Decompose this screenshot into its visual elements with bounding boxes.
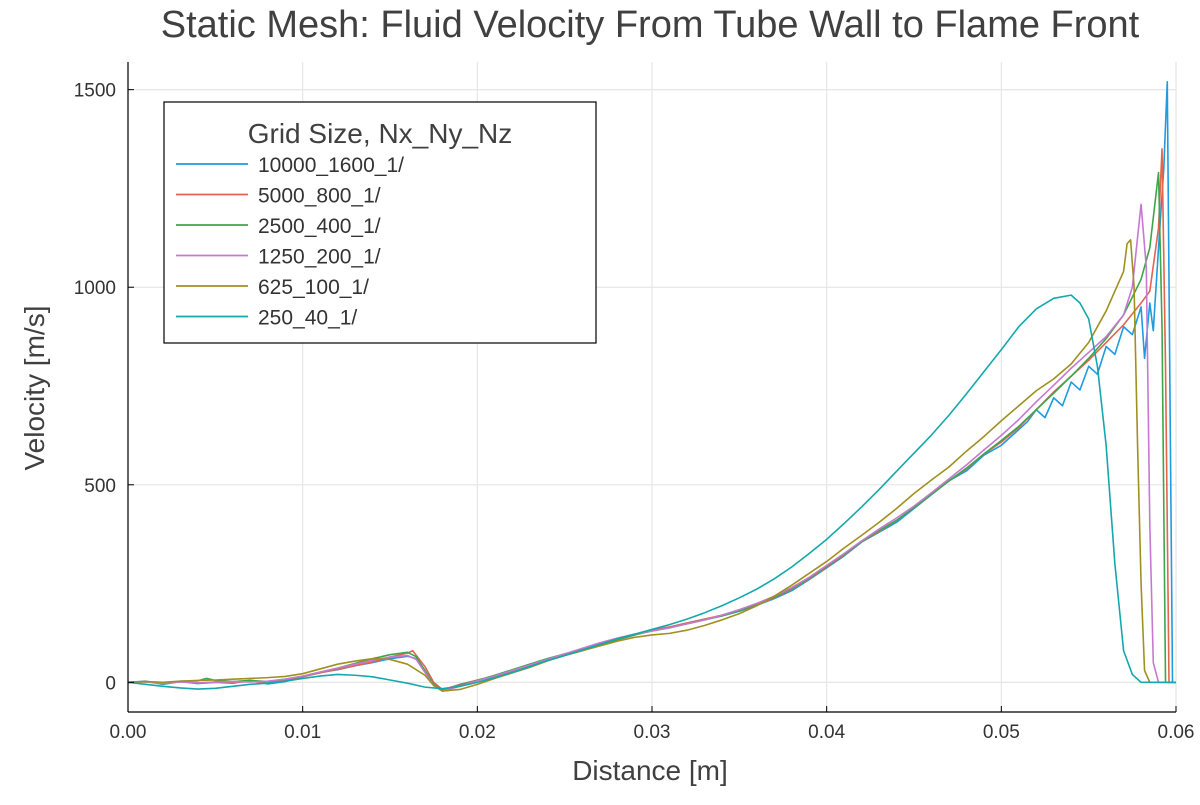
x-tick-label: 0.00 xyxy=(110,722,147,743)
legend-title: Grid Size, Nx_Ny_Nz xyxy=(248,118,513,149)
legend-label: 10000_1600_1/ xyxy=(258,154,404,177)
x-tick-label: 0.04 xyxy=(808,722,845,743)
x-tick-label: 0.03 xyxy=(634,722,671,743)
legend-label: 1250_200_1/ xyxy=(258,246,381,269)
y-tick-label: 1500 xyxy=(74,81,116,102)
x-axis-label: Distance [m] xyxy=(572,755,728,786)
series-lines xyxy=(128,80,1176,692)
legend-label: 2500_400_1/ xyxy=(258,215,381,238)
y-axis-label: Velocity [m/s] xyxy=(19,306,50,471)
y-tick-label: 0 xyxy=(105,673,116,694)
series-line-6 xyxy=(128,294,1176,690)
y-tick-label: 500 xyxy=(84,476,116,497)
x-tick-label: 0.06 xyxy=(1158,722,1195,743)
y-ticks: 0 500 1000 1500 xyxy=(74,81,134,694)
x-tick-label: 0.01 xyxy=(284,722,321,743)
legend-box xyxy=(163,101,597,344)
x-ticks: 0.00 0.01 0.02 0.03 0.04 0.05 0.06 xyxy=(110,706,1195,743)
series-line-4 xyxy=(128,203,1176,692)
chart-title: Static Mesh: Fluid Velocity From Tube Wa… xyxy=(161,4,1140,46)
legend-items: 10000_1600_1/5000_800_1/2500_400_1/1250_… xyxy=(176,154,404,330)
legend-label: 5000_800_1/ xyxy=(258,185,381,208)
x-tick-label: 0.02 xyxy=(459,722,496,743)
x-tick-label: 0.05 xyxy=(983,722,1020,743)
legend-label: 625_100_1/ xyxy=(258,276,369,299)
y-tick-label: 1000 xyxy=(74,278,116,299)
legend: Grid Size, Nx_Ny_Nz 10000_1600_1/5000_80… xyxy=(163,101,597,344)
series-line-5 xyxy=(128,239,1176,692)
legend-label: 250_40_1/ xyxy=(258,307,357,330)
